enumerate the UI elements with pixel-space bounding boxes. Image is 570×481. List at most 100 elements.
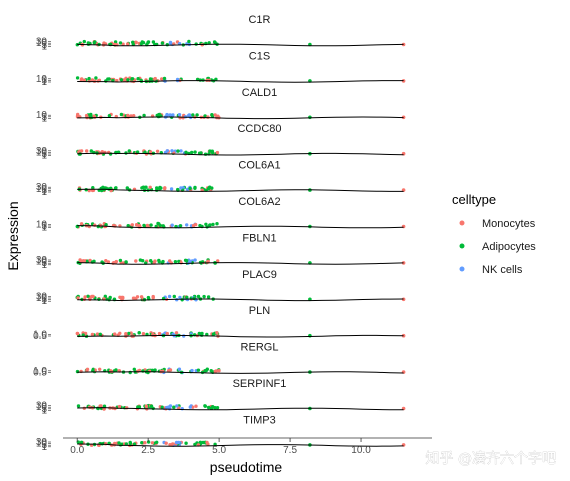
data-point xyxy=(172,294,176,299)
y-tick-label: 0.5 xyxy=(33,331,47,342)
y-tick-label: 1.0 xyxy=(33,329,47,340)
y-tick-label: 3 xyxy=(41,295,47,306)
y-tick-label: 3 xyxy=(41,404,47,415)
trend-line xyxy=(77,116,404,120)
y-tick-label: 1 xyxy=(41,113,47,124)
data-point xyxy=(198,260,203,265)
data-point xyxy=(202,294,206,299)
data-point xyxy=(90,78,95,82)
data-point xyxy=(157,258,161,263)
data-point xyxy=(211,405,215,409)
trend-line xyxy=(77,152,404,156)
data-point xyxy=(79,222,84,226)
panel-title: PLAC9 xyxy=(242,269,277,281)
y-tick-label: 0.5 xyxy=(33,367,47,378)
y-tick-label: 10 xyxy=(36,257,48,268)
data-point xyxy=(209,369,213,373)
panel-title: C1S xyxy=(249,50,270,62)
y-tick-label: 30 xyxy=(36,146,48,157)
data-point xyxy=(194,404,198,408)
panel-title: CCDC80 xyxy=(237,123,281,135)
data-point xyxy=(98,332,103,336)
y-tick-label: 10 xyxy=(36,74,48,85)
data-point xyxy=(203,152,208,156)
data-point xyxy=(162,76,167,81)
x-axis-title: pseudotime xyxy=(210,459,283,475)
data-point xyxy=(98,404,102,408)
y-tick-label: 3 xyxy=(41,440,47,451)
data-point xyxy=(171,113,175,117)
data-point xyxy=(173,260,178,264)
data-point xyxy=(144,185,148,189)
data-point xyxy=(113,186,118,190)
data-point xyxy=(169,187,174,191)
y-tick-label: 1 xyxy=(41,296,47,307)
trend-line xyxy=(77,225,404,229)
data-point xyxy=(118,258,123,263)
data-point xyxy=(211,332,216,336)
data-point xyxy=(131,296,136,300)
data-point xyxy=(94,76,98,80)
data-point xyxy=(127,149,131,153)
data-point xyxy=(76,404,81,408)
x-tick-label: 5.0 xyxy=(212,445,226,456)
data-point xyxy=(178,224,183,228)
data-point xyxy=(126,224,130,228)
legend-label: Adipocytes xyxy=(482,241,536,253)
data-point xyxy=(199,151,203,155)
data-point xyxy=(146,440,151,444)
data-point xyxy=(216,259,220,263)
data-point xyxy=(82,259,87,263)
legend: celltype Monocytes Adipocytes NK cells xyxy=(452,192,536,276)
data-point xyxy=(137,368,142,373)
data-point xyxy=(208,149,212,153)
panel-title: C1R xyxy=(248,14,270,26)
y-tick-label: 10 xyxy=(36,38,48,49)
data-point xyxy=(193,150,197,154)
data-point xyxy=(191,113,195,117)
data-point xyxy=(174,331,179,335)
panel-title: CALD1 xyxy=(242,87,277,99)
data-point xyxy=(102,404,107,408)
y-tick-label: 3 xyxy=(41,40,47,51)
data-point xyxy=(308,115,312,120)
data-point xyxy=(124,442,129,446)
data-point xyxy=(127,331,131,336)
data-point xyxy=(146,370,150,375)
y-tick-label: 1 xyxy=(41,151,47,162)
data-point xyxy=(91,186,95,190)
data-point xyxy=(153,76,157,81)
data-point xyxy=(113,332,117,336)
data-point xyxy=(132,114,136,118)
data-point xyxy=(137,223,142,228)
y-axis-title: Expression xyxy=(5,201,21,270)
data-point xyxy=(87,188,91,193)
data-point xyxy=(100,150,105,154)
data-point xyxy=(179,149,183,153)
y-tick-label: 1 xyxy=(41,442,47,453)
legend-key xyxy=(459,243,465,249)
data-point xyxy=(146,295,151,300)
trend-line xyxy=(77,43,404,47)
trend-line xyxy=(77,371,404,374)
data-point xyxy=(96,79,100,83)
data-point xyxy=(149,223,153,227)
data-point xyxy=(141,41,146,45)
data-point xyxy=(140,186,144,190)
x-tick-label: 7.5 xyxy=(283,445,297,456)
data-point xyxy=(207,41,211,45)
data-point xyxy=(132,442,137,446)
data-point xyxy=(168,443,172,447)
panel-title: COL6A1 xyxy=(238,160,280,172)
trend-line xyxy=(77,334,404,338)
trend-line xyxy=(77,298,404,302)
y-tick-label: 1.0 xyxy=(33,366,47,377)
data-point xyxy=(208,185,212,189)
data-point xyxy=(188,405,192,409)
legend-title: celltype xyxy=(452,192,496,207)
trend-line xyxy=(77,262,404,265)
data-point xyxy=(124,260,128,264)
y-tick-label: 3 xyxy=(41,185,47,196)
